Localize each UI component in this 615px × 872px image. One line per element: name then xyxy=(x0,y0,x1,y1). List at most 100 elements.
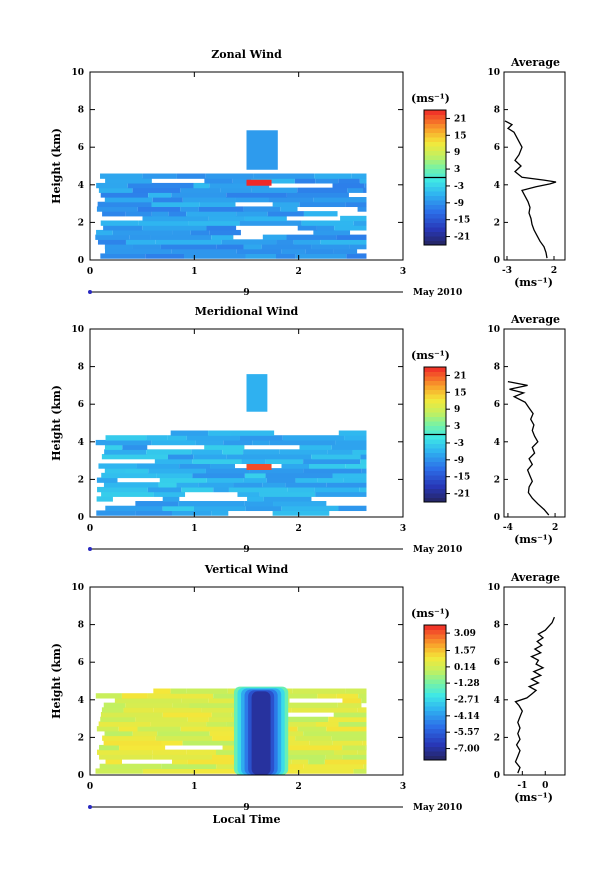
field-cell xyxy=(99,754,153,760)
field-cell xyxy=(135,510,172,516)
field-cell xyxy=(189,702,246,708)
field-cell xyxy=(241,458,266,465)
field-cell xyxy=(268,197,314,203)
colorbar-segment xyxy=(424,683,446,689)
field-cell xyxy=(275,253,296,259)
field-cell xyxy=(208,430,232,436)
field-anomaly xyxy=(246,463,272,470)
field-cell xyxy=(151,439,196,446)
field-cell xyxy=(152,197,183,203)
field-cell xyxy=(105,759,122,765)
field-cell xyxy=(132,730,158,737)
colorbar-segment xyxy=(424,461,446,467)
field-cell xyxy=(194,768,236,774)
colorbar-segment xyxy=(424,164,446,169)
field-cell xyxy=(204,444,245,450)
field-cell xyxy=(299,444,332,450)
profile-y-tick-label: 2 xyxy=(494,218,500,228)
field-cell xyxy=(155,735,213,741)
colorbar-segment xyxy=(424,240,446,246)
field-cell xyxy=(263,496,312,502)
profile-frame xyxy=(503,328,566,518)
field-cell xyxy=(281,505,339,512)
field-cell xyxy=(294,768,354,774)
field-cell xyxy=(286,234,337,240)
field-cell xyxy=(95,693,122,699)
field-cell xyxy=(275,716,329,723)
y-tick-label: 0 xyxy=(78,771,84,781)
colorbar-segment xyxy=(424,733,446,738)
colorbar-frame xyxy=(423,624,447,761)
y-tick-label: 6 xyxy=(78,143,84,153)
profile-y-tick-label: 4 xyxy=(494,696,500,706)
colorbar-segment xyxy=(424,688,446,693)
field-cell xyxy=(96,510,136,516)
field-cell xyxy=(97,239,126,245)
field-cell xyxy=(151,201,200,208)
field-cell xyxy=(345,688,367,694)
field-cell xyxy=(233,482,263,488)
x-tick-label: 0 xyxy=(87,524,93,534)
field-cell xyxy=(251,178,295,184)
field-cell xyxy=(199,201,236,208)
colorbar-tick-label: 3 xyxy=(454,165,460,175)
colorbar-segment xyxy=(424,137,446,142)
field-cell xyxy=(153,491,186,497)
field-cell xyxy=(361,468,367,474)
field-cell xyxy=(171,192,227,198)
colorbar-segment xyxy=(424,200,446,205)
field-cell xyxy=(226,192,287,198)
x-tick-label: 1 xyxy=(191,524,197,534)
colorbar-segment xyxy=(424,715,446,720)
field-cell xyxy=(283,744,343,751)
field-cell xyxy=(357,206,367,212)
field-cell xyxy=(205,468,250,474)
field-cell xyxy=(295,477,318,483)
field-cell xyxy=(103,225,143,231)
colorbar-segment xyxy=(424,123,446,129)
colorbar-segment xyxy=(424,110,446,115)
profile-x-tick-label: 2 xyxy=(552,523,558,533)
field-cell xyxy=(309,740,333,746)
field-cell xyxy=(95,439,152,446)
colorbar-segment xyxy=(424,488,446,494)
field-cell xyxy=(96,726,119,732)
field-cell xyxy=(328,716,367,723)
field-cell xyxy=(279,749,335,755)
field-cell xyxy=(155,239,222,245)
colorbar-segment xyxy=(424,706,446,711)
x-tick-label: 0 xyxy=(87,267,93,277)
y-axis-label: Height (km) xyxy=(50,643,63,719)
field-cell xyxy=(265,721,316,727)
field-cell xyxy=(193,505,246,512)
field-cell xyxy=(101,491,154,497)
field-cell xyxy=(295,735,332,741)
field-cell xyxy=(188,220,240,226)
field-cell xyxy=(340,215,367,222)
field-cell xyxy=(122,444,148,450)
field-cell xyxy=(331,735,367,741)
field-cell xyxy=(180,187,221,193)
field-cell xyxy=(161,740,183,746)
colorbar-tick-label: -4.14 xyxy=(454,712,480,722)
field-cell xyxy=(100,712,163,718)
field-cell xyxy=(276,239,294,245)
field-cell xyxy=(349,244,367,250)
field-cell xyxy=(308,759,325,765)
field-cell xyxy=(192,458,242,465)
field-cell xyxy=(145,253,185,259)
field-cell xyxy=(272,510,330,516)
field-cell xyxy=(159,477,207,483)
profile-y-tick-label: 4 xyxy=(494,181,500,191)
colorbar-segment xyxy=(424,231,446,237)
profile-x-tick-label: 2 xyxy=(551,266,557,276)
field-cell xyxy=(237,491,260,497)
field-cell xyxy=(211,234,234,240)
profile-line xyxy=(514,616,556,774)
field-cell xyxy=(303,458,361,465)
colorbar-segment xyxy=(424,737,446,743)
colorbar-segment xyxy=(424,647,446,653)
field-cell xyxy=(220,187,252,193)
